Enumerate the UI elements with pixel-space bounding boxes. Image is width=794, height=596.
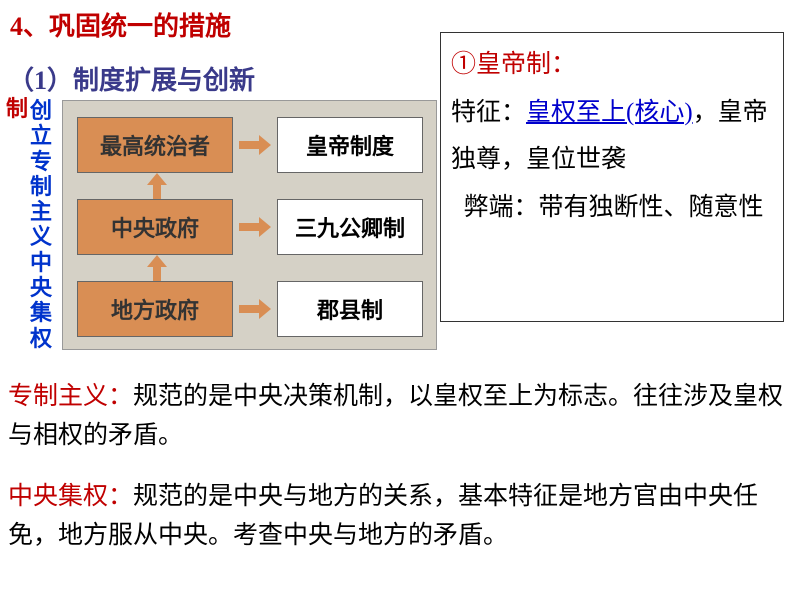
drawback-text: 带有独断性、随意性 [539,194,764,221]
subsection-title: （1）制度扩展与创新 [8,60,255,97]
paragraph-2: 中央集权：规范的是中央与地方的关系，基本特征是地方官由中央任免，地方服从中央。考… [8,478,786,556]
info-box: ①皇帝制： 特征：皇权至上(核心)，皇帝独尊，皇位世袭 弊端：带有独断性、随意性 [440,32,784,322]
vertical-label-short: 制 [6,98,32,120]
hierarchy-diagram: 最高统治者 皇帝制度 中央政府 三九公卿制 地方政府 郡县制 [62,100,437,350]
features-label: 特征： [451,99,526,126]
diagram-left-3: 地方政府 [77,281,233,337]
drawback-label: 弊端： [464,194,539,221]
diagram-left-1: 最高统治者 [77,117,233,173]
arrow-right-icon [239,133,271,157]
arrow-right-icon [239,297,271,321]
arrow-up-icon [145,255,169,281]
paragraph-1: 专制主义：规范的是中央决策机制，以皇权至上为标志。往往涉及皇权与相权的矛盾。 [8,378,786,456]
section-title: 4、巩固统一的措施 [10,6,231,43]
feature-link[interactable]: 皇权至上(核心) [526,99,693,126]
term-2: 中央集权： [8,483,133,510]
infobox-number: ① [451,51,476,78]
arrow-right-icon [239,215,271,239]
diagram-right-1: 皇帝制度 [277,117,423,173]
arrow-up-icon [145,173,169,199]
infobox-title: 皇帝制： [476,51,576,78]
diagram-left-2: 中央政府 [77,199,233,255]
term-1: 专制主义： [8,383,133,410]
diagram-right-3: 郡县制 [277,281,423,337]
vertical-label-long: 创立专制主义中央集权 [30,98,56,351]
diagram-right-2: 三九公卿制 [277,199,423,255]
